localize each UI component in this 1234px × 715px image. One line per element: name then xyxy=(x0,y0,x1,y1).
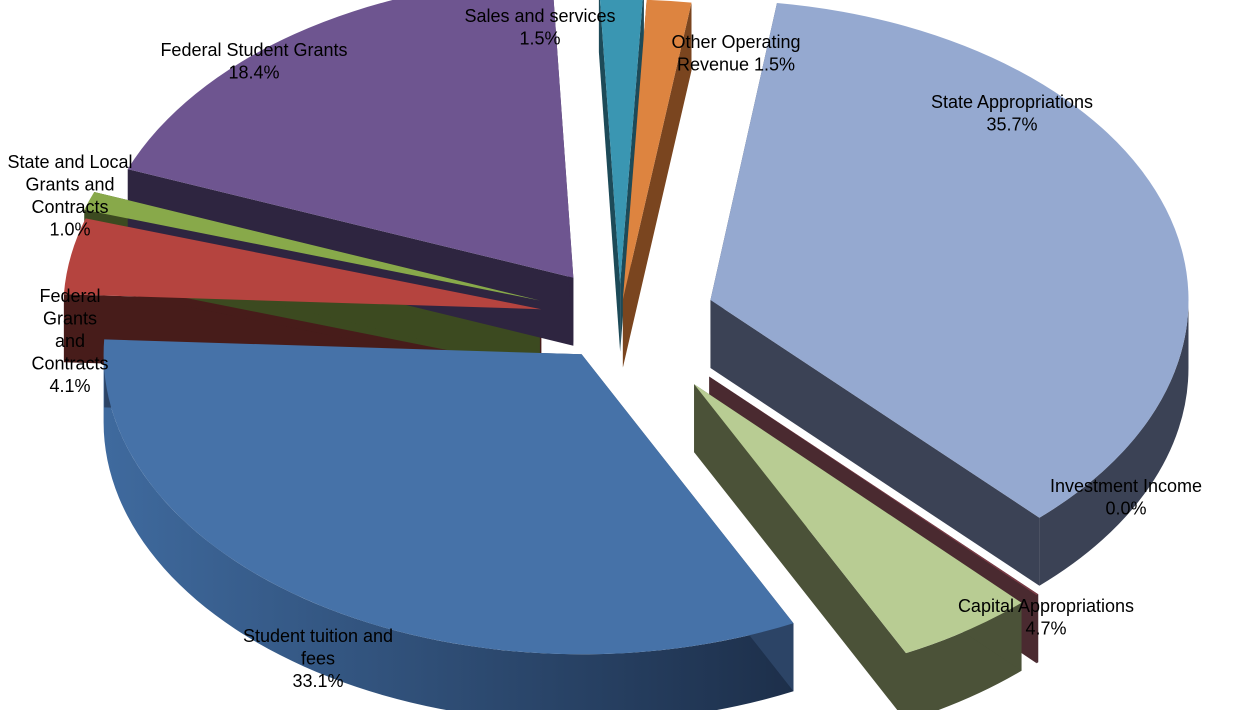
slice-capital-appropriations xyxy=(694,384,1022,654)
slice-sales-and-services xyxy=(600,0,643,284)
slice-edge-state-appropriations-end xyxy=(710,300,1040,586)
data-label-investment-income: Investment Income 0.0% xyxy=(1050,476,1202,519)
data-label-federal-grants-and-contracts: Federal Grants and Contracts 4.1% xyxy=(31,286,108,396)
slice-state-and-local-grants-and-contracts xyxy=(84,191,540,301)
slice-federal-student-grants xyxy=(127,0,574,278)
data-label-sales-and-services: Sales and services 1.5% xyxy=(464,6,615,49)
slice-edge-capital-appropriations-end xyxy=(694,384,906,715)
data-label-federal-student-grants: Federal Student Grants 18.4% xyxy=(160,40,347,83)
slice-federal-grants-and-contracts xyxy=(63,218,542,310)
data-label-student-tuition-and-fees: Student tuition and fees 33.1% xyxy=(243,626,393,691)
slice-edge-other-operating-revenue-end xyxy=(622,2,692,368)
slice-state-appropriations xyxy=(710,2,1189,518)
data-label-other-operating-revenue: Other Operating Revenue 1.5% xyxy=(671,32,800,75)
slice-other-operating-revenue xyxy=(622,0,692,300)
slice-student-tuition-and-fees xyxy=(103,339,794,655)
data-label-capital-appropriations: Capital Appropriations 4.7% xyxy=(958,596,1134,639)
slice-side-state-appropriations xyxy=(1039,300,1189,586)
data-label-state-and-local-grants-and-contracts: State and Local Grants and Contracts 1.0% xyxy=(7,152,132,240)
data-label-state-appropriations: State Appropriations 35.7% xyxy=(931,92,1093,135)
slice-investment-income xyxy=(709,376,1039,596)
slice-side-student-tuition-and-fees xyxy=(103,354,794,715)
slice-edge-sales-and-services-start xyxy=(598,0,621,352)
